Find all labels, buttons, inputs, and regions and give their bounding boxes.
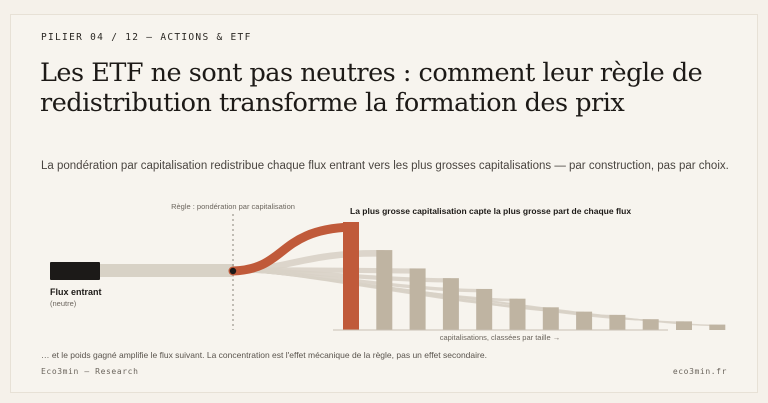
cap-bar: [476, 288, 493, 330]
rule-label: Règle : pondération par capitalisation: [171, 202, 295, 211]
footer-brand: Eco3min — Research: [41, 367, 139, 376]
cap-bar: [576, 311, 593, 330]
input-flow-block: [50, 262, 100, 280]
cap-bar: [609, 314, 626, 330]
flow-stream: [232, 270, 718, 327]
redistribution-flows: [232, 250, 718, 327]
footer-site: eco3min.fr: [672, 367, 727, 376]
page-title: Les ETF ne sont pas neutres : comment le…: [40, 58, 703, 118]
largest-cap-bar: [343, 222, 359, 330]
cap-bar: [676, 321, 692, 330]
cap-bar: [542, 307, 559, 330]
input-flow-band: [98, 264, 234, 277]
footnote: … et le poids gagné amplifie le flux sui…: [41, 350, 487, 360]
lead-text: La pondération par capitalisation redist…: [41, 160, 729, 172]
main-flow-stream: [228, 222, 356, 276]
section-kicker: PILIER 04 / 12 — ACTIONS & ETF: [41, 32, 252, 43]
rule-node: [229, 267, 237, 275]
cap-bar: [709, 324, 726, 330]
axis-label: capitalisations, classées par taille →: [440, 333, 560, 342]
capitalisation-bars: [228, 222, 726, 330]
cap-bar: [509, 298, 526, 330]
cap-bar: [409, 268, 426, 330]
input-label: Flux entrant: [50, 287, 102, 297]
cap-bar: [376, 250, 393, 330]
input-sublabel: (neutre): [50, 299, 77, 308]
highlight-label: La plus grosse capitalisation capte la p…: [350, 206, 631, 216]
cap-bar: [442, 278, 459, 330]
cap-bar: [642, 319, 659, 330]
